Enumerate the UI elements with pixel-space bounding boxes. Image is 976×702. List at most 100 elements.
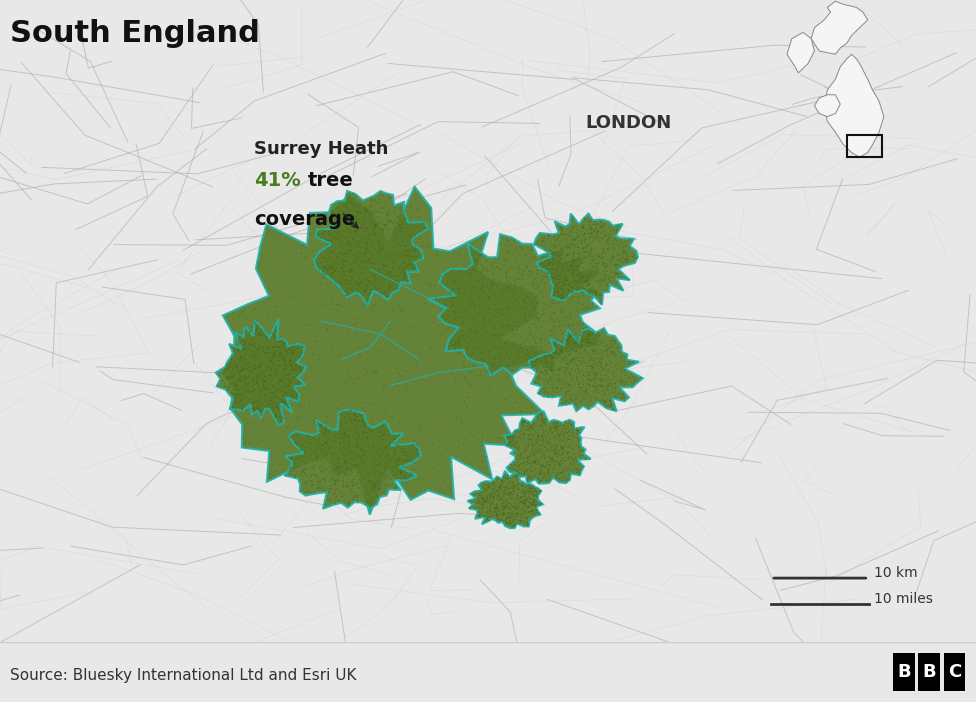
- Point: [448, 337, 464, 348]
- Point: [594, 256, 610, 267]
- Point: [323, 213, 339, 224]
- Point: [568, 328, 584, 339]
- Point: [355, 418, 371, 429]
- Point: [266, 404, 282, 415]
- Point: [353, 468, 369, 479]
- Point: [521, 480, 537, 491]
- Point: [272, 394, 288, 405]
- Point: [545, 472, 560, 484]
- Point: [270, 333, 286, 344]
- Point: [491, 308, 507, 319]
- Point: [474, 267, 490, 278]
- Point: [321, 347, 337, 358]
- Point: [385, 273, 400, 284]
- Point: [320, 253, 336, 264]
- Point: [355, 429, 371, 440]
- Point: [500, 517, 515, 529]
- Point: [510, 481, 526, 492]
- Point: [335, 210, 350, 221]
- Point: [525, 497, 541, 508]
- Point: [348, 439, 364, 450]
- Point: [527, 458, 543, 469]
- Point: [492, 432, 508, 444]
- Point: [517, 348, 533, 359]
- Point: [622, 251, 637, 262]
- Point: [520, 479, 536, 491]
- Point: [533, 444, 549, 455]
- Point: [327, 448, 343, 459]
- Point: [476, 355, 492, 366]
- Point: [528, 486, 544, 498]
- Point: [491, 502, 507, 513]
- Point: [560, 345, 576, 357]
- Point: [332, 466, 347, 477]
- Point: [508, 518, 523, 529]
- Point: [503, 432, 518, 443]
- Point: [562, 265, 578, 276]
- Point: [359, 298, 375, 310]
- Point: [553, 293, 569, 304]
- Point: [344, 279, 359, 290]
- Point: [599, 366, 615, 377]
- Point: [579, 322, 594, 333]
- Point: [603, 272, 619, 283]
- Point: [423, 214, 438, 225]
- Point: [605, 347, 621, 359]
- Point: [321, 375, 337, 386]
- Point: [474, 357, 490, 369]
- Point: [351, 416, 367, 427]
- Point: [587, 226, 602, 237]
- Point: [486, 491, 502, 503]
- Point: [507, 234, 522, 246]
- Point: [269, 370, 285, 381]
- Point: [407, 260, 423, 272]
- Point: [341, 430, 356, 441]
- Point: [547, 459, 562, 470]
- Point: [531, 469, 547, 480]
- Point: [585, 227, 600, 239]
- Point: [492, 508, 508, 519]
- Point: [494, 352, 509, 364]
- Point: [384, 463, 399, 475]
- Point: [565, 223, 581, 234]
- Point: [446, 246, 462, 258]
- Point: [623, 234, 638, 245]
- Point: [569, 352, 585, 364]
- Point: [544, 353, 559, 364]
- Point: [576, 393, 591, 404]
- Point: [518, 444, 534, 455]
- Point: [257, 383, 272, 395]
- Point: [441, 302, 457, 313]
- Point: [264, 367, 279, 378]
- Point: [324, 262, 340, 273]
- Point: [259, 331, 274, 343]
- Point: [526, 419, 542, 430]
- Point: [309, 482, 325, 494]
- Point: [492, 509, 508, 520]
- Point: [572, 291, 588, 302]
- Point: [546, 283, 561, 294]
- Point: [526, 303, 542, 314]
- Point: [295, 347, 310, 359]
- Point: [342, 479, 357, 491]
- Point: [321, 486, 337, 498]
- Point: [478, 313, 494, 324]
- Point: [346, 225, 362, 237]
- Point: [516, 430, 532, 442]
- Point: [513, 492, 529, 503]
- Point: [327, 478, 343, 489]
- Point: [558, 428, 574, 439]
- Point: [560, 378, 576, 390]
- Point: [511, 461, 527, 472]
- Point: [483, 510, 499, 522]
- Point: [575, 303, 590, 314]
- Point: [476, 517, 492, 528]
- Point: [528, 377, 544, 388]
- Point: [358, 204, 374, 215]
- Point: [578, 256, 593, 267]
- Point: [547, 338, 562, 350]
- Point: [275, 413, 291, 424]
- Point: [561, 453, 577, 465]
- Point: [291, 411, 306, 423]
- Point: [315, 481, 331, 492]
